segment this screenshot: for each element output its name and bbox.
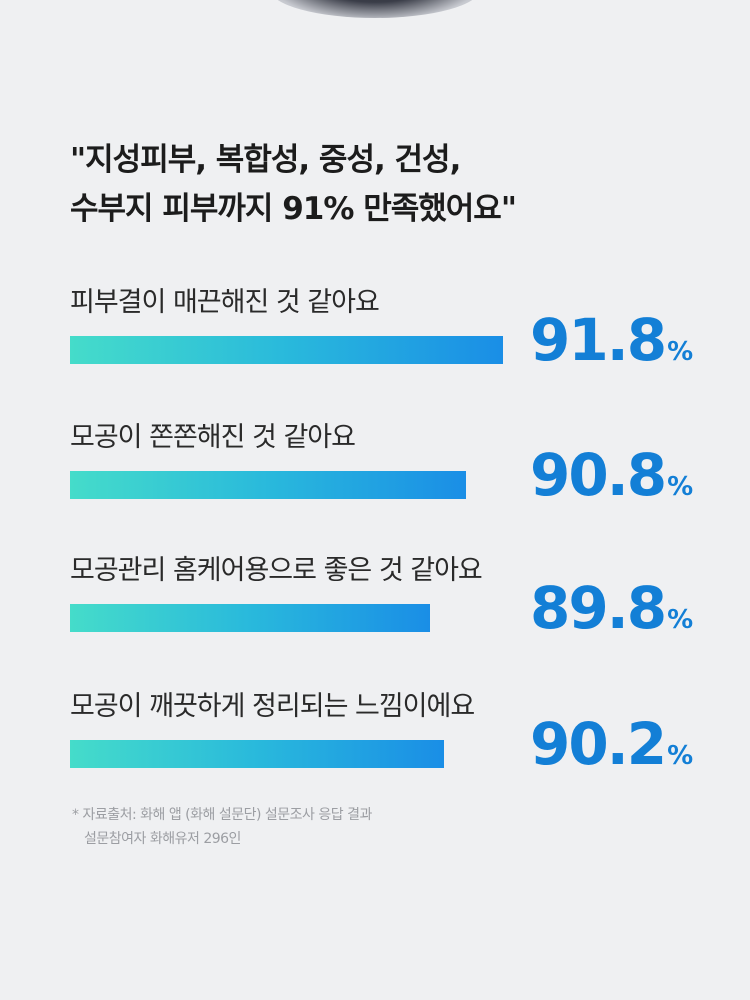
bar-label: 모공이 깨끗하게 정리되는 느낌이에요 — [70, 691, 475, 722]
bar-label: 모공이 쫀쫀해진 것 같아요 — [70, 422, 356, 453]
top-decorative-shadow — [270, 0, 480, 18]
bar — [70, 740, 445, 768]
data-label: 90.2% — [530, 710, 693, 778]
data-label: 89.8% — [530, 574, 693, 642]
bar — [70, 604, 430, 632]
value-unit: % — [667, 337, 694, 367]
bar — [70, 471, 467, 499]
bar-track — [70, 336, 505, 364]
value-number: 89.8 — [530, 574, 667, 642]
survey-item-4: 모공이 깨끗하게 정리되는 느낌이에요 90.2% — [70, 689, 700, 799]
data-label: 90.8% — [530, 441, 693, 509]
headline: "지성피부, 복합성, 중성, 건성, 수부지 피부까지 91% 만족했어요" — [70, 136, 690, 234]
value-number: 90.2 — [530, 710, 667, 778]
bar-label: 피부결이 매끈해진 것 같아요 — [70, 287, 380, 318]
bar — [70, 336, 503, 364]
value-number: 91.8 — [530, 306, 667, 374]
value-unit: % — [667, 741, 694, 771]
headline-line-2: 수부지 피부까지 91% 만족했어요" — [70, 191, 517, 227]
source-footnote: * 자료출처: 화해 앱 (화해 설문단) 설문조사 응답 결과 설문참여자 화… — [72, 803, 372, 851]
footnote-line-1: * 자료출처: 화해 앱 (화해 설문단) 설문조사 응답 결과 — [72, 807, 372, 823]
survey-item-2: 모공이 쫀쫀해진 것 같아요 90.8% — [70, 420, 700, 530]
survey-item-1: 피부결이 매끈해진 것 같아요 91.8% — [70, 285, 700, 395]
footnote-line-2: 설문참여자 화해유저 296인 — [84, 831, 241, 847]
bar-track — [70, 604, 505, 632]
bar-label: 모공관리 홈케어용으로 좋은 것 같아요 — [70, 555, 483, 586]
data-label: 91.8% — [530, 306, 693, 374]
bar-track — [70, 740, 505, 768]
headline-line-1: "지성피부, 복합성, 중성, 건성, — [70, 142, 461, 178]
value-unit: % — [667, 472, 694, 502]
bar-track — [70, 471, 505, 499]
survey-item-3: 모공관리 홈케어용으로 좋은 것 같아요 89.8% — [70, 553, 700, 663]
value-number: 90.8 — [530, 441, 667, 509]
value-unit: % — [667, 605, 694, 635]
